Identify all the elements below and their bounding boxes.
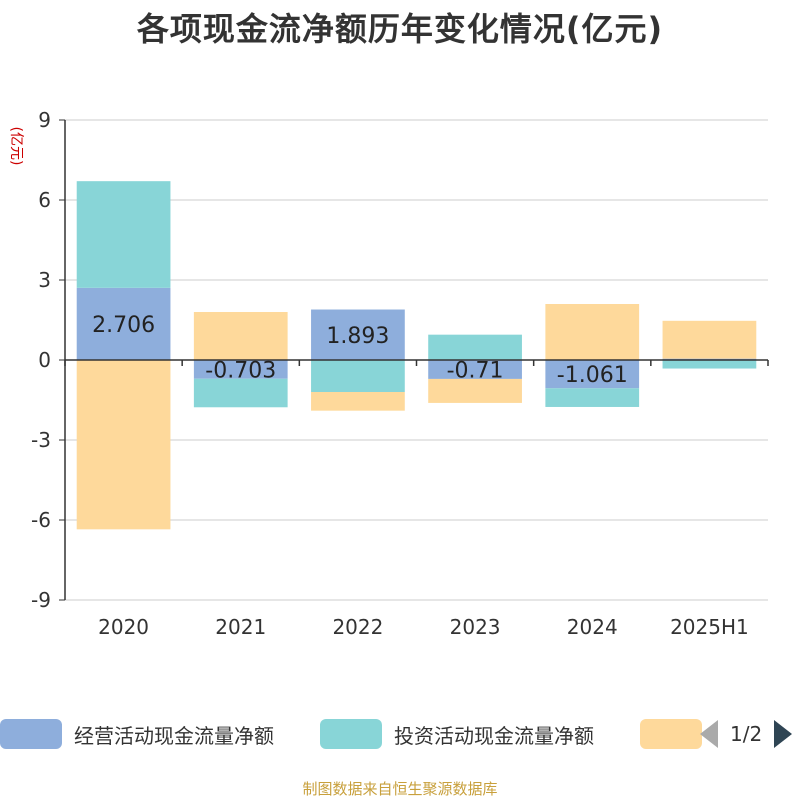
bar-s2-2020[interactable] [76,360,171,530]
bar-s1-2024[interactable] [545,388,640,407]
bar-s2-2021[interactable] [193,312,288,360]
bar-s2-2024[interactable] [545,304,640,360]
bar-value-label: -0.71 [447,358,504,383]
bar-s0-2024[interactable] [545,360,640,389]
legend-item-financing[interactable] [640,714,714,754]
bar-s2-2025H1[interactable] [662,320,757,359]
bar-labels: 2.706 -0.703 1.893 -0.71 -1.061 [92,313,628,388]
x-tick-label: 2025H1 [670,615,749,639]
x-tick-label: 2021 [215,615,266,639]
bar-s2-2022[interactable] [311,392,405,411]
y-tick-label: -6 [31,508,51,532]
legend-swatch-financing [640,719,702,749]
y-tick-label: -9 [31,588,51,612]
bar-s2-2023[interactable] [428,378,522,403]
y-tick-label: 3 [38,268,51,292]
legend-label-operating: 经营活动现金流量净额 [74,723,274,748]
bar-s0-2023[interactable] [428,360,522,379]
bar-value-label: 2.706 [92,313,155,338]
x-tick-label: 2022 [332,615,383,639]
legend-swatch-investing [320,719,382,749]
legend-item-investing[interactable]: 投资活动现金流量净额 [320,714,594,754]
bar-s0-2022[interactable] [311,309,405,360]
bar-s0-2021[interactable] [193,360,288,379]
bar-s1-2021[interactable] [193,378,288,408]
axes: (亿元) 9 6 3 0 -3 -6 -9 2020 2021 2022 2023 2024 2025H1 [8,108,769,639]
y-tick-label: -3 [31,428,51,452]
bar-value-label: -0.703 [205,358,276,383]
bar-s1-2025H1[interactable] [662,360,757,369]
bars [76,181,757,530]
bar-s1-2020[interactable] [76,181,171,288]
legend: 经营活动现金流量净额 投资活动现金流量净额 1/2 [0,714,800,754]
bar-s1-2022[interactable] [311,360,405,392]
legend-pager: 1/2 [700,714,793,754]
legend-label-investing: 投资活动现金流量净额 [394,723,594,748]
bar-value-label: 1.893 [326,324,389,349]
legend-swatch-operating [0,719,62,749]
y-tick-label: 9 [38,108,51,132]
x-tick-label: 2023 [450,615,501,639]
legend-prev-arrow-icon[interactable] [700,720,718,748]
legend-item-operating[interactable]: 经营活动现金流量净额 [0,714,274,754]
y-tick-label: 6 [38,188,51,212]
bar-s1-2023[interactable] [428,334,522,360]
chart-plot: (亿元) 9 6 3 0 -3 -6 -9 2020 2021 2022 2023 2024 2025H1… [8,108,769,639]
x-tick-label: 2020 [98,615,149,639]
grid-lines [65,119,768,601]
y-tick-label: 0 [38,348,51,372]
y-axis-label: (亿元) [8,127,24,166]
x-tick-label: 2024 [567,615,618,639]
source-note: 制图数据来自恒生聚源数据库 [302,780,498,798]
bar-value-label: -1.061 [557,363,628,388]
bar-s0-2020[interactable] [76,287,171,360]
chart-title: 各项现金流净额历年变化情况(亿元) [136,10,664,48]
legend-page-indicator: 1/2 [730,722,763,746]
legend-next-arrow-icon[interactable] [774,720,793,748]
